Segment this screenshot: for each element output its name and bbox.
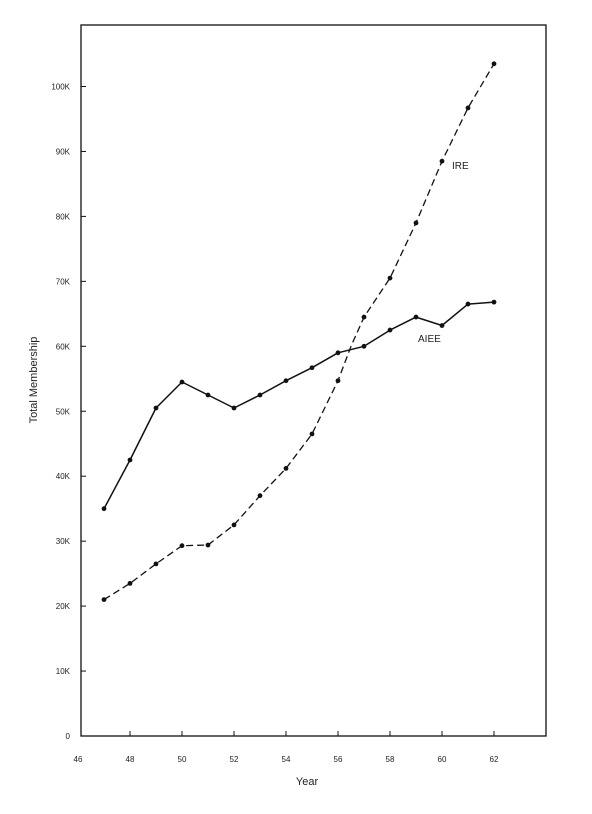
series-label-ire: IRE <box>452 161 469 172</box>
data-point-ire <box>231 522 237 528</box>
series-label-aiee: AIEE <box>418 334 441 345</box>
data-point-ire <box>205 542 211 548</box>
y-tick-label: 10K <box>56 667 71 676</box>
data-point-aiee <box>257 392 263 398</box>
data-point-ire <box>101 597 107 603</box>
data-point-ire <box>413 220 419 226</box>
x-tick-label: 58 <box>386 755 395 764</box>
data-point-aiee <box>491 299 497 305</box>
data-point-aiee <box>179 379 185 385</box>
data-point-aiee <box>465 301 471 307</box>
data-point-ire <box>283 466 289 471</box>
data-point-ire <box>361 314 367 320</box>
y-tick-label: 40K <box>56 472 71 481</box>
data-point-ire <box>335 378 341 384</box>
y-tick-label: 20K <box>56 602 71 611</box>
x-tick-label: 62 <box>490 755 499 764</box>
data-point-ire <box>387 275 393 281</box>
data-point-ire <box>127 580 133 586</box>
data-point-aiee <box>413 314 419 320</box>
y-tick-label: 100K <box>51 83 70 92</box>
series-line-ire <box>103 63 495 601</box>
data-point-ire <box>465 105 471 111</box>
data-point-aiee <box>205 392 211 398</box>
data-point-ire <box>179 543 185 549</box>
data-point-aiee <box>361 343 367 349</box>
x-tick-label: 48 <box>126 755 135 764</box>
data-point-aiee <box>439 323 445 328</box>
data-point-ire <box>491 61 497 67</box>
series-line-aiee <box>103 301 495 510</box>
series-layer <box>101 61 497 603</box>
data-point-aiee <box>283 378 289 384</box>
y-tick-label: 60K <box>56 342 71 351</box>
y-tick-label: 50K <box>56 407 71 416</box>
y-axis-ticks: 0 10K 20K 30K 40K 50K 60K 70K 80K 90K 100K <box>51 83 86 741</box>
y-tick-label: 80K <box>56 212 71 221</box>
data-point-aiee <box>387 327 393 333</box>
data-point-aiee <box>101 506 107 512</box>
data-point-aiee <box>335 350 341 356</box>
data-point-aiee <box>231 405 237 411</box>
data-point-aiee <box>153 405 159 411</box>
data-point-ire <box>153 561 159 567</box>
data-point-aiee <box>127 457 133 463</box>
x-tick-label: 60 <box>438 755 447 764</box>
x-tick-label: 56 <box>334 755 343 764</box>
x-tick-label: 50 <box>178 755 187 764</box>
y-tick-label: 30K <box>56 537 71 546</box>
data-point-ire <box>439 158 445 164</box>
data-point-aiee <box>309 365 315 371</box>
x-tick-label: 46 <box>74 755 83 764</box>
x-axis-label: Year <box>296 776 319 788</box>
y-tick-label: 0 <box>66 732 71 741</box>
x-tick-label: 52 <box>230 755 239 764</box>
data-point-ire <box>257 493 263 499</box>
y-axis-label: Total Membership <box>28 337 40 424</box>
y-tick-label: 90K <box>56 147 71 156</box>
data-point-ire <box>309 431 315 437</box>
y-tick-label: 70K <box>56 277 71 286</box>
plot-frame <box>80 24 547 737</box>
x-tick-label: 54 <box>282 755 291 764</box>
x-axis-ticks: 46 48 50 52 54 56 58 60 62 <box>74 731 499 764</box>
